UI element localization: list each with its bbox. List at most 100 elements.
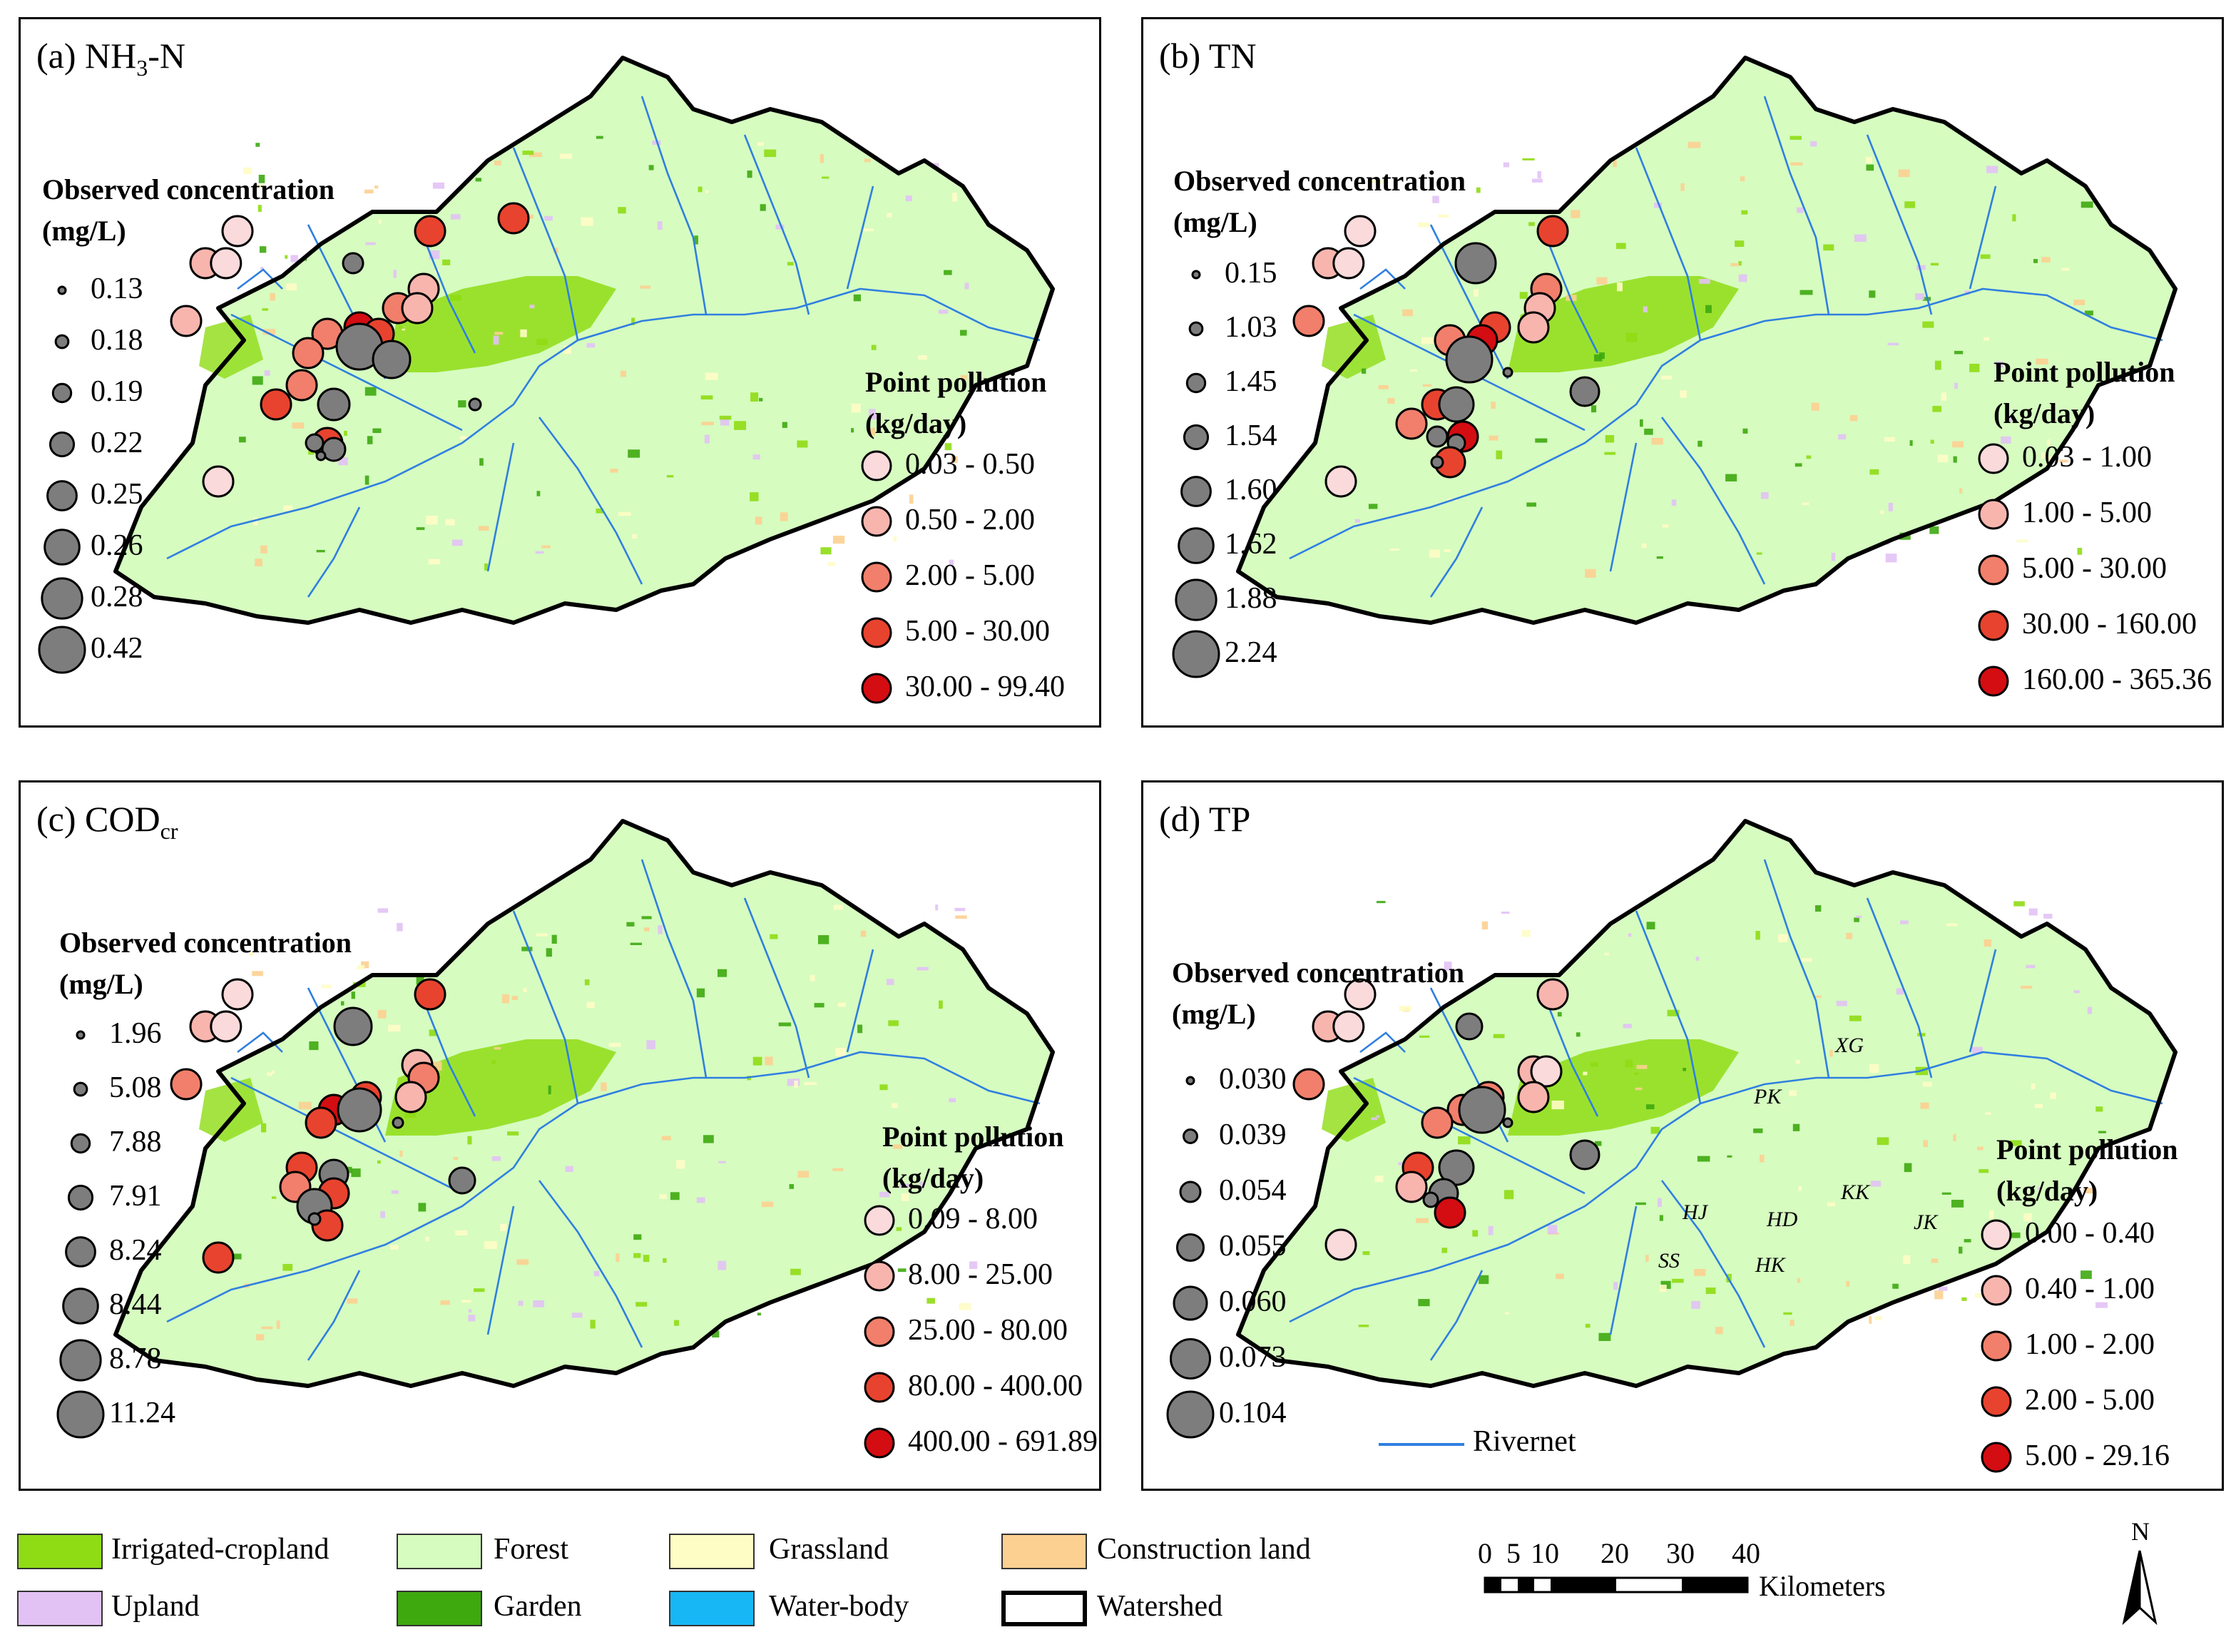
land-cover-patch (1846, 932, 1852, 939)
land-cover-patch (1934, 1290, 1944, 1300)
land-cover-patch (1727, 1155, 1732, 1158)
legend-label: Irrigated-cropland (111, 1533, 330, 1566)
legend-symbols (861, 450, 892, 704)
land-cover-patch (676, 1160, 685, 1169)
map-body (1236, 56, 2178, 625)
observed-concentration-label: 1.60 (1225, 474, 1277, 506)
land-cover-patch (628, 449, 640, 458)
observation-site (1438, 386, 1475, 423)
observed-concentration-symbol (73, 1081, 88, 1097)
land-cover-patch (1865, 157, 1872, 163)
land-cover-patch (535, 551, 544, 554)
point-pollution-label: 0.40 - 1.00 (2025, 1273, 2155, 1305)
land-cover-patch (719, 415, 732, 420)
river-line (640, 96, 708, 315)
watershed-boundary (1236, 819, 2178, 1388)
land-cover-patch (1811, 402, 1819, 411)
point-pollution-symbol (1981, 1275, 2012, 1306)
river-line (237, 1031, 283, 1054)
legend-label: Water-body (769, 1590, 909, 1623)
observed-concentration-symbol (1175, 578, 1217, 621)
land-cover-patch (1521, 929, 1531, 937)
point-pollution-title: Point pollution (kg/day) (1996, 1133, 2178, 1207)
land-cover-patch (298, 1101, 312, 1110)
observed-concentration-symbol (46, 480, 78, 511)
land-cover-patch (516, 1259, 529, 1265)
land-cover-patch (529, 152, 542, 158)
land-cover-patch (969, 1261, 978, 1269)
land-cover-patch (2012, 214, 2016, 222)
land-cover-patch (1667, 1009, 1680, 1016)
land-cover-patch (2077, 548, 2083, 555)
land-cover-patch (243, 167, 252, 174)
land-cover-patch (698, 186, 703, 193)
land-cover-patch (887, 979, 894, 985)
land-cover-patch (593, 1270, 600, 1277)
land-cover-patch (1688, 141, 1701, 148)
land-cover-patch (507, 1131, 519, 1136)
land-cover-patch (2050, 1092, 2057, 1099)
land-cover-patch (529, 305, 535, 309)
pollution-source (394, 1081, 427, 1113)
land-cover-patch (351, 1168, 361, 1178)
land-cover-patch (1526, 502, 1537, 507)
land-cover-patch (640, 285, 651, 289)
land-cover-patch (1846, 1280, 1850, 1287)
land-cover-patch (893, 536, 897, 541)
land-cover-patch (2033, 259, 2038, 263)
land-cover-patch (610, 469, 618, 473)
land-cover-patch (1635, 1087, 1643, 1091)
land-cover-patch (1599, 352, 1605, 360)
land-cover-patch (1937, 454, 1949, 463)
land-cover-patch (2041, 257, 2051, 262)
land-cover-patch (1869, 1316, 1872, 1324)
land-cover-patch (778, 1022, 792, 1026)
land-cover-patch (426, 516, 438, 525)
observation-site (333, 1006, 373, 1046)
observed-concentration-label: 0.104 (1219, 1397, 1287, 1429)
observed-concentration-symbol (54, 334, 70, 350)
land-cover-patch (1959, 1246, 1963, 1254)
land-cover-patch (1742, 428, 1748, 434)
land-cover-patch (581, 217, 593, 226)
land-cover-patch (1900, 920, 1909, 924)
land-cover-patch (391, 1190, 399, 1194)
observation-site (1454, 242, 1497, 285)
land-cover-patch (1613, 1282, 1618, 1290)
land-cover-patch (468, 1315, 476, 1322)
land-cover-patch (536, 338, 548, 345)
river-line (1545, 237, 1599, 354)
land-cover-patch (467, 1136, 472, 1145)
land-cover-patch (1683, 1068, 1687, 1071)
land-cover-patch (871, 345, 877, 350)
land-cover-patch (643, 927, 650, 932)
land-cover-patch (633, 1234, 642, 1240)
observation-site (1502, 367, 1513, 378)
pollution-source (1434, 1196, 1466, 1229)
land-cover-patch (868, 414, 880, 419)
land-cover-patch (1995, 361, 2003, 368)
land-cover-patch (853, 294, 861, 302)
land-cover-patch (641, 916, 652, 919)
point-pollution-label: 2.00 - 5.00 (905, 559, 1035, 592)
land-cover-patch (1596, 277, 1608, 285)
legend-label: Watershed (1097, 1590, 1223, 1623)
observed-concentration-label: 1.96 (109, 1017, 162, 1050)
land-cover-patch (1644, 428, 1653, 435)
land-cover-patch (1880, 510, 1884, 514)
land-cover-patch (259, 246, 267, 253)
observed-concentration-label: 8.78 (109, 1342, 162, 1375)
land-cover-patch (252, 971, 263, 977)
land-cover-patch (451, 539, 463, 546)
land-cover-patch (1904, 1163, 1912, 1173)
land-cover-patch (425, 1236, 429, 1242)
legend-symbols (864, 1205, 895, 1459)
land-cover-patch (1888, 502, 1893, 511)
land-cover-patch (1503, 162, 1509, 168)
land-cover-patch (1535, 438, 1548, 443)
land-cover-patch (1662, 524, 1669, 528)
observed-concentration-symbol (1191, 270, 1201, 280)
river-line (1609, 1205, 1638, 1335)
land-cover-patch (2081, 1270, 2092, 1280)
land-cover-patch (1659, 1285, 1667, 1292)
